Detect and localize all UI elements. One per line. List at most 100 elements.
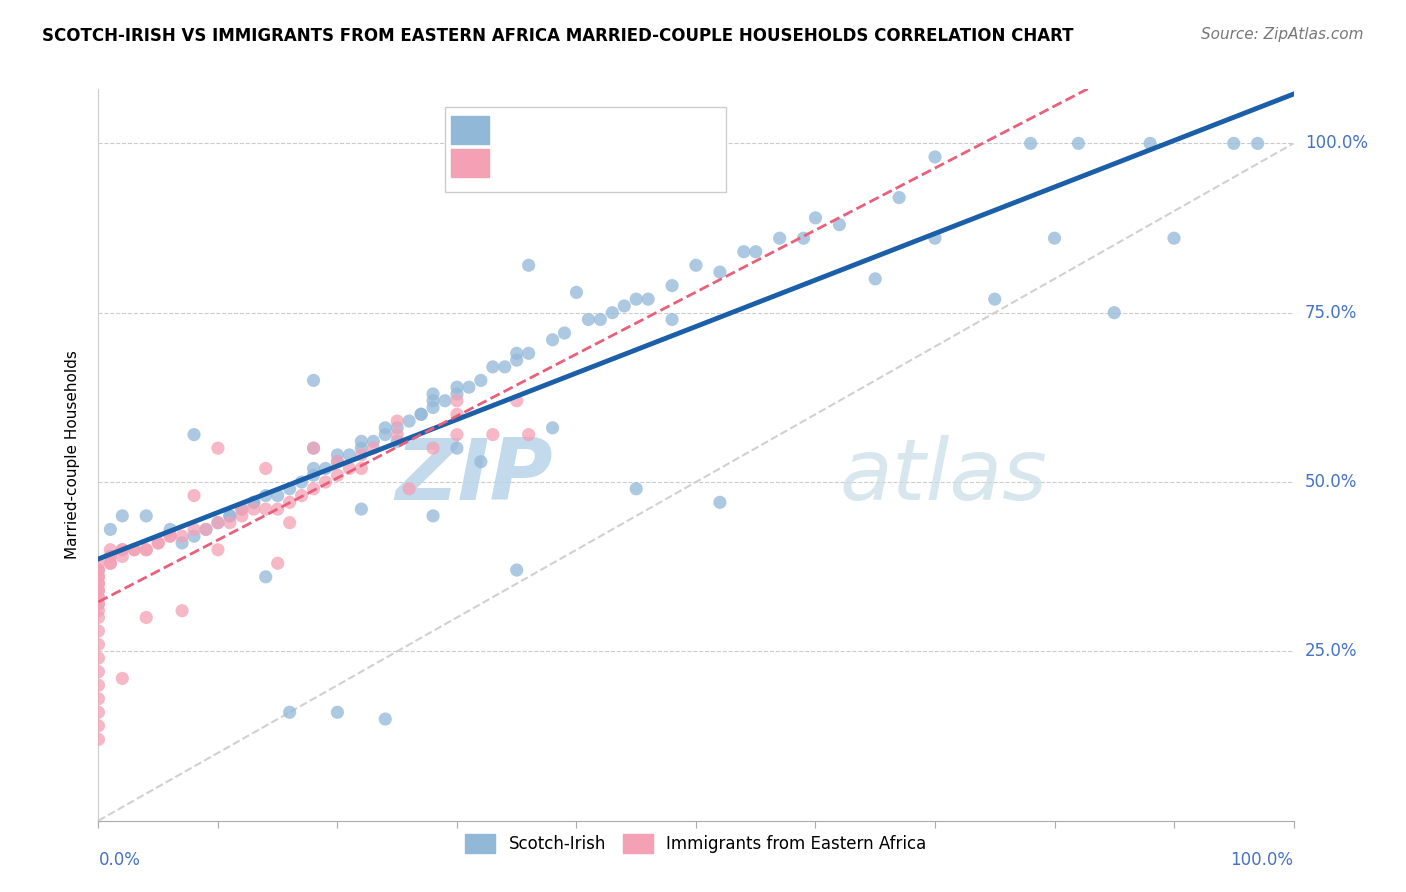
Point	[793, 231, 815, 245]
Point	[98, 523, 122, 537]
Point	[446, 441, 468, 455]
Text: 75.0%: 75.0%	[1305, 303, 1357, 322]
Point	[87, 638, 110, 652]
Point	[374, 427, 396, 442]
Point	[363, 434, 385, 449]
Point	[87, 719, 110, 733]
Point	[207, 516, 229, 530]
Point	[302, 441, 325, 455]
Point	[172, 536, 194, 550]
Point	[111, 542, 134, 557]
Point	[183, 529, 205, 543]
Point	[446, 407, 468, 421]
Point	[422, 401, 444, 415]
Point	[661, 312, 683, 326]
Point	[326, 455, 349, 469]
Y-axis label: Married-couple Households: Married-couple Households	[65, 351, 80, 559]
Point	[1104, 306, 1126, 320]
Point	[494, 359, 516, 374]
Point	[398, 482, 420, 496]
Point	[195, 523, 218, 537]
Point	[506, 393, 529, 408]
Point	[363, 441, 385, 455]
Point	[87, 576, 110, 591]
Point	[87, 590, 110, 604]
Point	[87, 570, 110, 584]
Point	[87, 706, 110, 720]
Point	[768, 231, 790, 245]
Point	[326, 448, 349, 462]
Text: atlas: atlas	[839, 435, 1047, 518]
Point	[302, 441, 325, 455]
Point	[385, 414, 409, 428]
Point	[111, 549, 134, 564]
Point	[541, 333, 564, 347]
Point	[243, 495, 266, 509]
Point	[267, 502, 290, 516]
Point	[302, 482, 325, 496]
Point	[87, 624, 110, 638]
Point	[422, 393, 444, 408]
Point	[87, 590, 110, 604]
Point	[183, 523, 205, 537]
Point	[578, 312, 600, 326]
Point	[470, 373, 492, 387]
Point	[506, 353, 529, 368]
Point	[589, 312, 612, 326]
Point	[219, 516, 242, 530]
Point	[291, 489, 314, 503]
Point	[267, 489, 290, 503]
Point	[278, 482, 301, 496]
Point	[278, 516, 301, 530]
Point	[254, 570, 277, 584]
Point	[733, 244, 755, 259]
Point	[87, 610, 110, 624]
Point	[291, 475, 314, 489]
Point	[302, 461, 325, 475]
Text: R = 0.427: R = 0.427	[499, 153, 613, 173]
Text: N = 94: N = 94	[613, 120, 690, 140]
Point	[613, 299, 636, 313]
Point	[889, 190, 911, 204]
Point	[243, 502, 266, 516]
Point	[1163, 231, 1185, 245]
Point	[207, 542, 229, 557]
Text: R = 0.593: R = 0.593	[499, 120, 613, 140]
Point	[661, 278, 683, 293]
Point	[350, 502, 373, 516]
Point	[506, 563, 529, 577]
Point	[135, 508, 157, 523]
Point	[124, 542, 146, 557]
Point	[626, 292, 648, 306]
Point	[374, 421, 396, 435]
Point	[804, 211, 827, 225]
Point	[87, 576, 110, 591]
Point	[626, 482, 648, 496]
Point	[87, 583, 110, 598]
Text: SCOTCH-IRISH VS IMMIGRANTS FROM EASTERN AFRICA MARRIED-COUPLE HOUSEHOLDS CORRELA: SCOTCH-IRISH VS IMMIGRANTS FROM EASTERN …	[42, 27, 1074, 45]
Point	[231, 502, 253, 516]
Point	[434, 393, 457, 408]
Point	[87, 556, 110, 570]
Point	[385, 427, 409, 442]
Point	[828, 218, 851, 232]
Point	[924, 150, 946, 164]
Point	[87, 597, 110, 611]
Point	[1139, 136, 1161, 151]
Text: 25.0%: 25.0%	[1305, 642, 1357, 660]
Point	[422, 508, 444, 523]
Point	[865, 272, 887, 286]
Point	[446, 427, 468, 442]
Point	[267, 556, 290, 570]
Point	[326, 706, 349, 720]
Point	[172, 604, 194, 618]
Point	[411, 407, 433, 421]
Point	[87, 732, 110, 747]
Point	[470, 455, 492, 469]
Point	[517, 346, 540, 360]
Point	[350, 441, 373, 455]
Point	[541, 421, 564, 435]
Point	[87, 604, 110, 618]
Text: N = 80: N = 80	[613, 153, 690, 173]
Point	[219, 508, 242, 523]
